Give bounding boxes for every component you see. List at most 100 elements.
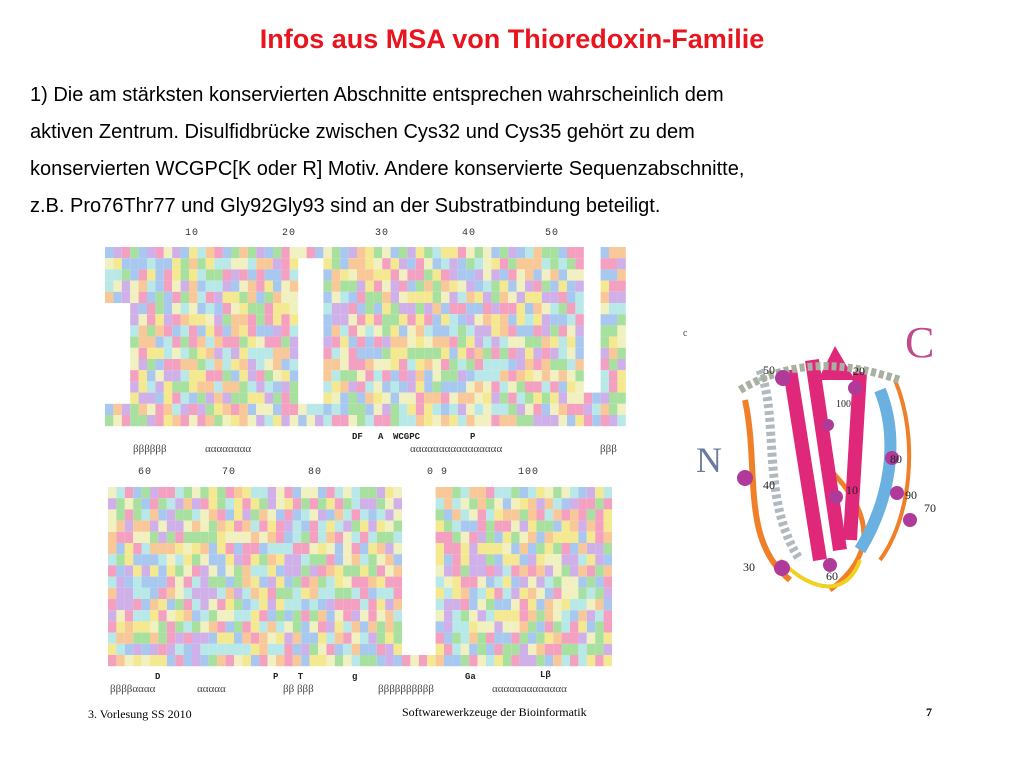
alignment-cell [309,487,318,499]
alignment-cell [108,565,117,577]
alignment-cell [499,336,509,348]
alignment-cell [234,520,243,532]
alignment-cell [499,303,509,315]
alignment-cell [483,291,492,303]
alignment-cell [536,576,545,588]
alignment-cell [200,565,209,577]
alignment-cell [150,576,159,588]
alignment-cell [276,531,285,543]
alignment-cell [390,325,399,337]
alignment-cell [444,554,453,566]
alignment-cell [553,610,562,622]
alignment-cell [200,610,209,622]
alignment-cell [449,280,458,292]
alignment-cell [175,498,184,510]
alignment-cell [424,303,433,315]
alignment-cell [600,325,609,337]
alignment-cell [208,610,218,622]
alignment-cell [113,415,122,427]
ss-label: ααααα [197,683,226,695]
alignment-cell [558,370,567,382]
alignment-cell [617,314,626,326]
alignment-cell [276,543,285,555]
alignment-cell [348,269,357,281]
alignment-cell [483,336,492,348]
alignment-cell [390,314,399,326]
alignment-cell [460,543,470,555]
alignment-cell [385,565,394,577]
alignment-cell [533,370,542,382]
alignment-cell [214,291,223,303]
ruler-label: 50 [545,228,560,239]
alignment-cell [155,258,164,270]
alignment-cell [508,258,517,270]
alignment-cell [281,314,290,326]
alignment-cell [609,415,618,427]
alignment-cell [351,487,360,499]
alignment-cell [172,370,181,382]
alignment-cell [376,587,386,599]
alignment-cell [116,487,125,499]
alignment-cell [351,520,360,532]
alignment-cell [234,655,243,667]
alignment-cell [570,576,579,588]
alignment-cell [603,587,612,599]
alignment-cell [214,370,223,382]
alignment-cell [617,381,626,393]
alignment-cell [309,643,318,655]
alignment-cell [550,303,559,315]
alignment-cell [183,554,192,566]
alignment-cell [222,291,231,303]
alignment-cell [247,347,257,359]
alignment-cell [175,655,184,667]
alignment-cell [407,381,416,393]
alignment-cell [502,531,512,543]
alignment-cell [511,520,520,532]
alignment-cell [343,587,352,599]
alignment-cell [544,610,554,622]
alignment-cell [441,370,450,382]
alignment-cell [466,325,475,337]
alignment-cell [373,258,383,270]
alignment-cell [373,403,383,415]
alignment-cell [499,370,509,382]
alignment-cell [561,587,570,599]
alignment-cell [553,498,562,510]
alignment-cell [242,520,251,532]
alignment-cell [130,269,139,281]
alignment-cell [247,403,257,415]
alignment-cell [469,487,478,499]
alignment-cell [141,554,150,566]
alignment-cell [533,325,542,337]
body-line: z.B. Pro76Thr77 und Gly92Gly93 sind an d… [30,195,661,217]
alignment-cell [340,291,349,303]
alignment-cell [390,403,399,415]
alignment-cell [130,336,139,348]
alignment-cell [578,498,587,510]
alignment-cell [393,632,402,644]
alignment-cell [141,565,150,577]
alignment-cell [234,509,243,521]
alignment-cell [231,269,240,281]
motif-label: Ga [465,672,476,682]
alignment-cell [385,576,394,588]
alignment-cell [242,587,251,599]
alignment-cell [105,269,114,281]
alignment-cell [578,599,587,611]
alignment-cell [234,487,243,499]
alignment-cell [155,370,164,382]
alignment-cell [528,632,537,644]
alignment-cell [334,610,344,622]
alignment-cell [491,291,500,303]
alignment-cell [205,359,215,371]
alignment-cell [326,643,335,655]
alignment-cell [586,643,596,655]
alignment-cell [486,643,495,655]
alignment-cell [432,359,441,371]
alignment-cell [281,381,290,393]
alignment-cell [281,370,290,382]
alignment-cell [424,280,433,292]
alignment-cell [281,258,290,270]
alignment-cell [242,643,251,655]
